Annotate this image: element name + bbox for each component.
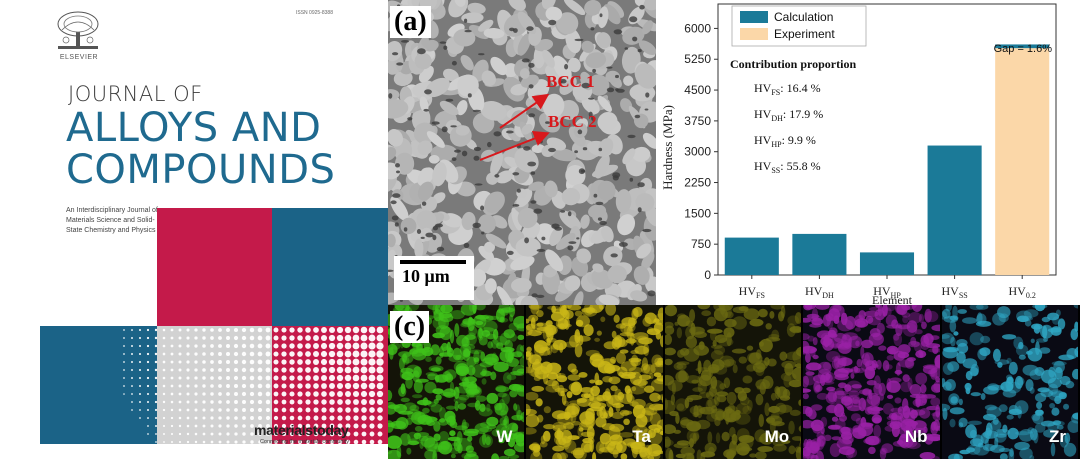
contribution-item: HVSS: 55.8 % [754,159,821,175]
contribution-item: HVDH: 17.9 % [754,107,823,123]
issn-number: ISSN 0925-8388 [296,10,333,16]
panel-label-a: (a) [390,6,431,38]
journal-cover: ISSN 0925-8388 ELSEVIER JOURNAL OF ALLOY… [0,0,388,459]
eds-map-ta: Ta [526,305,663,459]
y-tick-label: 4500 [684,83,711,97]
cover-block-blue-top [272,208,388,326]
publisher-name: ELSEVIER [59,54,99,61]
eds-map-image [803,305,940,459]
eds-element-label: Ta [632,427,651,446]
x-axis-label: Element [872,293,913,305]
x-tick-label: HVFS [739,284,765,300]
halftone-dot-pattern [123,326,384,459]
gap-annotation: Gap = 1.6% [994,43,1053,55]
materials-today-tagline: Connecting the materials community [260,439,349,445]
sem-micrograph-panel: (a) BCC 1 BCC 2 10 μm [388,0,656,305]
bar-calculation [792,233,847,275]
cover-block-red-top [157,208,272,326]
contribution-heading: Contribution proportion [730,57,856,71]
contribution-item: HVHP: 9.9 % [754,133,816,149]
eds-map-image [664,305,802,459]
y-tick-label: 5250 [684,52,711,66]
y-tick-label: 0 [704,268,711,282]
scale-bar-label: 10 μm [402,266,450,286]
y-tick-label: 3750 [684,114,711,128]
eds-map-image [941,305,1078,459]
bcc2-arrow-icon [479,130,550,161]
panel-label-c: (c) [390,311,430,343]
y-tick-label: 1500 [684,206,711,220]
eds-map-mo: Mo [664,305,802,459]
eds-element-label: Nb [904,427,928,446]
eds-elemental-maps: (c) W Ta Mo Nb Zr [388,305,1080,459]
x-tick-label: HVDH [805,284,834,300]
legend-label: Calculation [774,10,833,24]
bar-calculation [859,252,915,275]
y-tick-label: 6000 [684,21,711,35]
eds-element-label: Zr [1048,427,1066,446]
y-tick-label: 750 [691,237,711,251]
hardness-chart-svg: 0 750 1500 2250 3000 3750 4500 5250 6000 Hardness… [660,3,1057,305]
legend-swatch [740,28,768,40]
x-tick-label: HV0.2 [1009,284,1036,300]
eds-map-image [388,305,525,459]
scale-bar [400,260,466,264]
cover-block-blue-bottom [40,326,157,444]
bar-calculation-gap [995,44,1050,49]
contribution-item: HVFS: 16.4 % [754,81,821,97]
bcc1-arrow-icon [499,93,550,129]
journal-title-line-3: COMPOUNDS [66,147,336,193]
x-tick-label: HVSS [941,284,967,300]
journal-title-line-2: ALLOYS AND [66,105,322,151]
bar-calculation [927,145,982,275]
eds-map-nb: Nb [803,305,940,459]
eds-map-image [526,305,663,459]
eds-element-label: Mo [764,427,790,446]
phase-label-bcc2: BCC 2 [548,112,597,131]
journal-title-line-1: JOURNAL OF [68,82,203,106]
bar-experiment [995,48,1050,275]
eds-map-zr: Zr [941,305,1078,459]
bar-calculation [724,237,779,275]
y-axis-label: Hardness (MPa) [660,105,675,190]
eds-map-w: W [388,305,525,459]
phase-arrows [479,93,550,161]
eds-element-label: W [496,427,513,446]
legend-label: Experiment [774,27,835,41]
materials-today-logo: materialstoday [254,422,349,438]
phase-label-bcc1: BCC 1 [546,72,595,91]
chart-legend: Calculation Experiment [731,5,867,47]
y-tick-label: 3000 [684,145,711,159]
journal-description: An Interdisciplinary Journal of Material… [66,207,158,234]
y-tick-label: 2250 [684,176,711,190]
x-tick-label: HVHP [873,284,901,300]
hardness-bar-chart: 0 750 1500 2250 3000 3750 4500 5250 6000 Hardness… [656,0,1080,305]
legend-swatch [740,11,768,23]
elsevier-tree-logo-icon [57,11,99,49]
